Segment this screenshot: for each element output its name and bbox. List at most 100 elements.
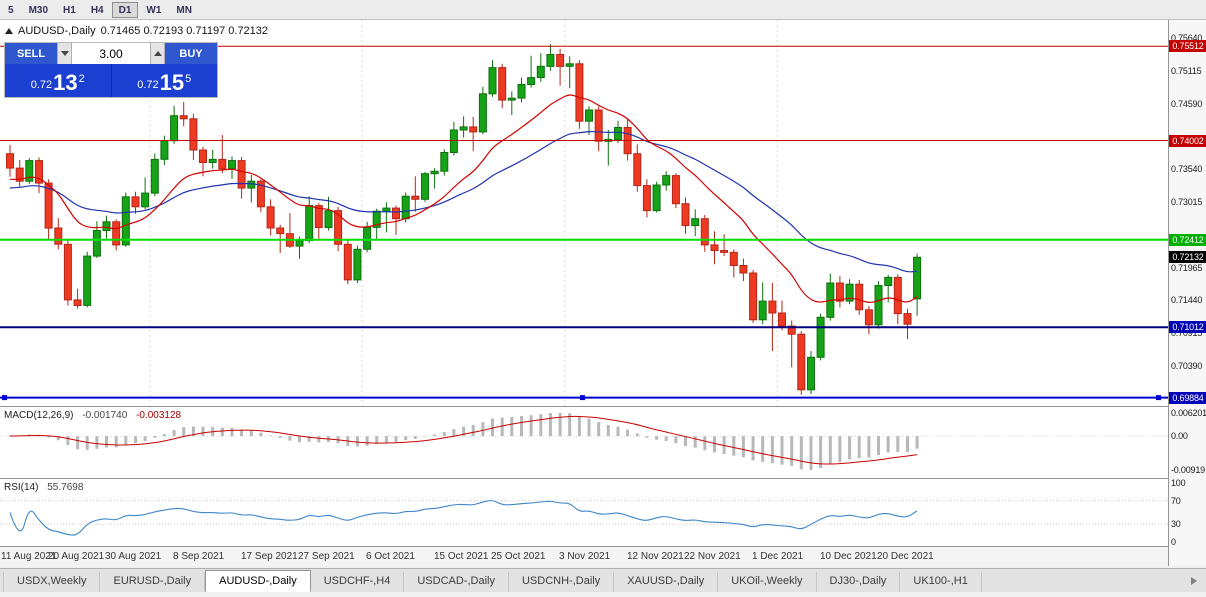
timeframe-button-d1[interactable]: D1 (111, 1, 139, 18)
price-axis-label: 0.75640 (1171, 33, 1203, 43)
price-axis-label: 0.75115 (1171, 66, 1202, 76)
sell-price-big: 13 (53, 70, 78, 95)
rsi-canvas (0, 500, 1168, 536)
trade-controls-row: SELL 3.00 BUY (5, 43, 217, 64)
date-tick-label: 30 Aug 2021 (105, 551, 162, 562)
price-chart-canvas (0, 20, 1168, 406)
sell-price-sup: 2 (78, 73, 85, 85)
date-tick-label: 6 Oct 2021 (366, 551, 415, 562)
price-axis-label: 0.71440 (1171, 295, 1203, 305)
macd-label: MACD(12,26,9) -0.001740 -0.003128 (4, 410, 187, 421)
chart-tab-uk100-h1[interactable]: UK100-,H1 (900, 572, 982, 592)
rsi-line (9, 500, 918, 536)
macd-axis-zero: 0.00 (1171, 431, 1188, 441)
rsi-value: 55.7698 (47, 482, 84, 493)
date-tick-label: 22 Nov 2021 (684, 551, 741, 562)
date-tick-label: 11 Aug 2021 (1, 551, 57, 562)
chevron-down-icon (60, 51, 69, 56)
rsi-axis-label: 30 (1171, 519, 1181, 529)
chart-tab-ukoil-weekly[interactable]: UKOil-,Weekly (718, 572, 817, 592)
symbol-marker-icon (5, 28, 13, 34)
macd-main-value: -0.001740 (82, 410, 128, 421)
chart-tab-usdcad-daily[interactable]: USDCAD-,Daily (404, 572, 509, 592)
timeframe-toolbar: 5 M30 H1 H4 D1 W1 MN (0, 0, 1206, 20)
chart-tabs-bar: USDX,Weekly EURUSD-,Daily AUDUSD-,Daily USD… (0, 568, 1206, 592)
price-axis-column[interactable]: 0.75640 0.75115 0.74590 0.73540 0.73015 0.719… (1168, 20, 1206, 566)
chart-tab-audusd-daily[interactable]: AUDUSD-,Daily (205, 570, 311, 592)
lot-increase-button[interactable] (150, 43, 165, 64)
buy-button[interactable]: BUY (165, 43, 217, 64)
price-badge-0.71012: 0.71012 (1169, 321, 1206, 333)
timeframe-button-m30[interactable]: M30 (28, 4, 49, 16)
timeframe-button-5[interactable]: 5 (8, 4, 14, 16)
lot-decrease-button[interactable] (57, 43, 72, 64)
date-tick-label: 15 Oct 2021 (434, 551, 489, 562)
macd-histogram (8, 413, 919, 470)
rsi-axis-label: 100 (1171, 478, 1186, 488)
trade-prices-row: 0.72 13 2 0.72 15 5 (5, 64, 217, 97)
date-tick-label: 12 Nov 2021 (627, 551, 684, 562)
price-axis-label: 0.74590 (1171, 99, 1203, 109)
chart-tab-dj30-daily[interactable]: DJ30-,Daily (817, 572, 901, 592)
chart-tab-usdx-weekly[interactable]: USDX,Weekly (3, 572, 101, 592)
price-axis-label: 0.70915 (1171, 328, 1203, 338)
date-tick-label: 20 Aug 2021 (48, 551, 105, 562)
price-badge-0.72132: 0.72132 (1169, 251, 1206, 263)
price-badge-0.72412: 0.72412 (1169, 234, 1206, 246)
sell-price-display[interactable]: 0.72 13 2 (5, 64, 112, 97)
chart-ohlc-readout: 0.71465 0.72193 0.71197 0.72132 (100, 25, 269, 37)
buy-price-display[interactable]: 0.72 15 5 (112, 64, 218, 97)
date-tick-label: 3 Nov 2021 (559, 551, 611, 562)
buy-price-base: 0.72 (137, 79, 159, 91)
chart-title: AUDUSD-,Daily 0.71465 0.72193 0.71197 0.… (5, 25, 268, 37)
sell-button[interactable]: SELL (5, 43, 57, 64)
lot-size-input[interactable]: 3.00 (72, 43, 150, 64)
tab-scroll-icon[interactable] (1191, 577, 1197, 585)
price-chart-panel: AUDUSD-,Daily 0.71465 0.72193 0.71197 0.… (0, 20, 1168, 406)
timeframe-button-w1[interactable]: W1 (146, 4, 162, 16)
macd-canvas (0, 413, 1168, 470)
ma-fast-line (9, 94, 918, 303)
date-tick-label: 20 Dec 2021 (877, 551, 934, 562)
rsi-label: RSI(14) 55.7698 (4, 482, 89, 493)
hline-handle[interactable] (1156, 395, 1161, 401)
macd-signal-line (9, 415, 918, 465)
one-click-trading-panel: SELL 3.00 BUY 0.72 13 2 0.72 15 (5, 43, 217, 97)
price-badge-0.69884: 0.69884 (1169, 392, 1206, 404)
ma-slow-line (9, 131, 918, 273)
macd-axis-max: 0.006201 (1171, 408, 1206, 418)
price-axis-label: 0.73540 (1171, 164, 1203, 174)
timeframe-button-h4[interactable]: H4 (90, 4, 104, 16)
timeframe-button-h1[interactable]: H1 (63, 4, 76, 16)
buy-price-big: 15 (159, 70, 185, 95)
chart-tab-xauusd-daily[interactable]: XAUUSD-,Daily (614, 572, 719, 592)
chart-tab-usdchf-h4[interactable]: USDCHF-,H4 (311, 572, 405, 592)
macd-panel: MACD(12,26,9) -0.001740 -0.003128 (0, 406, 1168, 478)
hline-handle[interactable] (2, 395, 7, 401)
date-tick-label: 10 Dec 2021 (820, 551, 877, 562)
chart-symbol-label: AUDUSD-,Daily (18, 25, 96, 37)
chart-tabs: USDX,Weekly EURUSD-,Daily AUDUSD-,Daily USD… (0, 569, 1206, 592)
hline-handle[interactable] (580, 395, 585, 401)
chevron-up-icon (153, 51, 162, 56)
rsi-axis-label: 0 (1171, 537, 1176, 547)
date-tick-label: 1 Dec 2021 (752, 551, 804, 562)
macd-name: MACD(12,26,9) (4, 410, 74, 421)
price-badge-0.75512: 0.75512 (1169, 40, 1206, 52)
month-separators (149, 20, 778, 406)
macd-signal-value: -0.003128 (136, 410, 182, 421)
chart-tab-eurusd-daily[interactable]: EURUSD-,Daily (100, 572, 206, 592)
chart-tab-usdcnh-daily[interactable]: USDCNH-,Daily (509, 572, 615, 592)
date-tick-label: 27 Sep 2021 (298, 551, 355, 562)
date-tick-label: 17 Sep 2021 (241, 551, 298, 562)
macd-axis-min: -0.00919 (1171, 465, 1205, 475)
price-axis-label: 0.70390 (1171, 361, 1203, 371)
sell-price-base: 0.72 (30, 79, 53, 91)
date-tick-label: 25 Oct 2021 (491, 551, 546, 562)
timeframe-button-mn[interactable]: MN (176, 4, 192, 16)
date-axis[interactable]: 11 Aug 2021 20 Aug 2021 30 Aug 2021 8 Sep 2… (0, 546, 1168, 566)
rsi-axis-label: 70 (1171, 496, 1181, 506)
rsi-name: RSI(14) (4, 482, 39, 493)
price-badge-0.74002: 0.74002 (1169, 135, 1206, 147)
